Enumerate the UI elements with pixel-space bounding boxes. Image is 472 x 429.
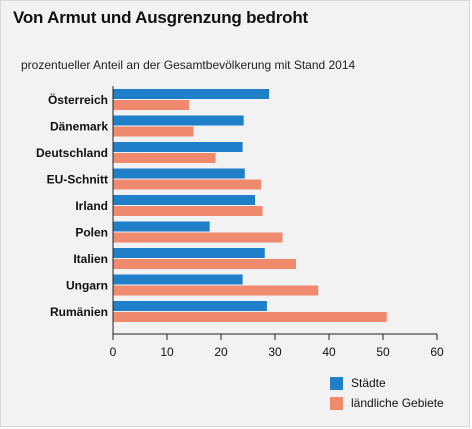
category-label: Österreich	[48, 92, 108, 107]
bar-staedte	[113, 89, 270, 99]
legend: Städte ländliche Gebiete	[330, 373, 444, 413]
chart-subtitle: prozentueller Anteil an der Gesamtbevölk…	[21, 58, 356, 72]
legend-label-staedte: Städte	[351, 376, 386, 390]
bar-staedte	[113, 274, 243, 285]
bar-staedte	[113, 115, 244, 126]
bar-laendlich	[113, 126, 194, 137]
chart-title: Von Armut und Ausgrenzung bedroht	[13, 8, 308, 27]
bar-staedte	[113, 301, 267, 311]
x-tick-label: 40	[322, 345, 336, 359]
category-label: Polen	[75, 226, 108, 240]
legend-swatch-laendlich	[330, 396, 343, 410]
legend-swatch-staedte	[330, 376, 343, 390]
category-label: Ungarn	[66, 279, 108, 293]
bar-laendlich	[113, 312, 387, 322]
x-axis: 0 10 20 30 40 50 60	[110, 86, 444, 359]
category-label: EU-Schnitt	[47, 173, 108, 187]
bar-laendlich	[113, 179, 261, 190]
category-label: Irland	[75, 199, 108, 213]
x-tick-label: 50	[376, 345, 390, 359]
bar-laendlich	[113, 100, 190, 110]
bar-staedte	[113, 221, 210, 232]
bar-staedte	[113, 195, 256, 205]
bar-laendlich	[113, 153, 216, 163]
bar-laendlich	[113, 259, 297, 269]
category-label: Rumänien	[50, 305, 108, 319]
legend-label-laendlich: ländliche Gebiete	[351, 396, 444, 410]
bar-laendlich	[113, 285, 319, 296]
category-labels: Österreich Dänemark Deutschland EU-Schnitt I…	[36, 92, 108, 319]
bar-staedte	[113, 248, 265, 258]
category-label: Deutschland	[36, 146, 108, 160]
legend-item-laendlich: ländliche Gebiete	[330, 393, 444, 413]
bar-staedte	[113, 168, 245, 179]
category-label: Dänemark	[50, 120, 108, 134]
x-tick-label: 20	[214, 345, 228, 359]
x-tick-label: 30	[268, 345, 282, 359]
bar-laendlich	[113, 232, 283, 243]
bar-laendlich	[113, 206, 263, 216]
category-label: Italien	[73, 252, 108, 266]
legend-item-staedte: Städte	[330, 373, 444, 393]
x-tick-label: 60	[430, 345, 444, 359]
x-tick-label: 10	[160, 345, 174, 359]
bars	[113, 89, 387, 322]
bar-staedte	[113, 142, 243, 152]
x-tick-label: 0	[110, 345, 117, 359]
